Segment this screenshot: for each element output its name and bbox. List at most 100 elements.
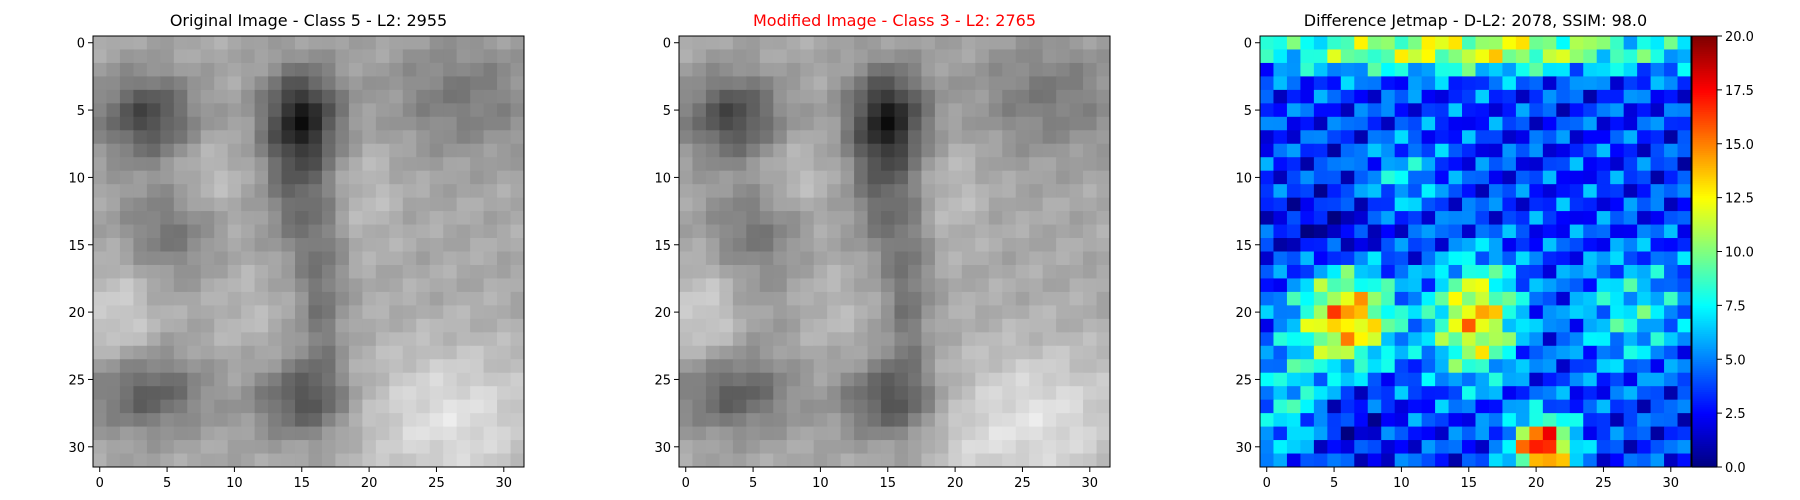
pixel-cell: [429, 130, 444, 145]
pixel-cell: [402, 399, 417, 414]
pixel-cell: [840, 170, 855, 185]
pixel-cell: [1596, 413, 1611, 428]
pixel-cell: [456, 224, 471, 239]
pixel-cell: [746, 116, 761, 131]
pixel-cell: [854, 76, 869, 91]
pixel-cell: [173, 332, 188, 347]
pixel-cell: [840, 386, 855, 401]
pixel-cell: [227, 197, 242, 212]
pixel-cell: [773, 143, 788, 158]
pixel-cell: [800, 49, 815, 64]
pixel-cell: [1260, 318, 1274, 333]
pixel-cell: [1340, 170, 1355, 185]
pixel-cell: [1354, 426, 1369, 441]
pixel-cell: [321, 278, 336, 293]
pixel-cell: [429, 345, 444, 360]
pixel-cell: [1273, 453, 1288, 468]
pixel-cell: [173, 278, 188, 293]
pixel-cell: [321, 62, 336, 77]
pixel-cell: [1637, 76, 1652, 91]
pixel-cell: [335, 318, 350, 333]
pixel-cell: [443, 291, 458, 306]
pixel-cell: [1556, 116, 1571, 131]
pixel-cell: [1300, 413, 1315, 428]
pixel-cell: [1042, 372, 1057, 387]
pixel-cell: [1435, 426, 1450, 441]
pixel-cell: [510, 386, 525, 401]
pixel-cell: [1029, 238, 1044, 252]
pixel-cell: [1354, 184, 1369, 199]
pixel-cell: [1300, 372, 1315, 387]
pixel-cell: [146, 305, 161, 320]
pixel-cell: [375, 89, 390, 104]
pixel-cell: [173, 453, 188, 468]
pixel-cell: [443, 305, 458, 320]
pixel-cell: [786, 426, 801, 441]
pixel-cell: [1300, 345, 1315, 360]
pixel-cell: [894, 238, 909, 252]
pixel-cell: [510, 197, 525, 212]
pixel-cell: [402, 238, 417, 252]
pixel-cell: [719, 345, 734, 360]
pixel-cell: [732, 359, 747, 374]
pixel-cell: [840, 116, 855, 131]
pixel-cell: [348, 62, 363, 77]
y-tick-label: 0: [1244, 37, 1252, 52]
pixel-cell: [1002, 251, 1017, 266]
panel-original-image: [93, 36, 525, 468]
pixel-cell: [295, 386, 309, 401]
pixel-cell: [1394, 332, 1409, 347]
pixel-cell: [456, 345, 471, 360]
pixel-cell: [732, 49, 747, 64]
pixel-cell: [1583, 413, 1598, 428]
colorbar-step: [1692, 344, 1717, 347]
pixel-cell: [1596, 386, 1611, 401]
colorbar-step: [1692, 378, 1717, 382]
pixel-cell: [1260, 345, 1274, 360]
pixel-cell: [1260, 130, 1274, 145]
pixel-cell: [1462, 318, 1476, 333]
pixel-cell: [443, 157, 458, 172]
pixel-cell: [402, 359, 417, 374]
colorbar-step: [1692, 376, 1717, 380]
pixel-cell: [321, 36, 336, 50]
pixel-cell: [483, 318, 498, 333]
pixel-cell: [840, 89, 855, 104]
pixel-cell: [375, 318, 390, 333]
pixel-cell: [1542, 143, 1557, 158]
pixel-cell: [934, 224, 949, 239]
pixel-cell: [1542, 332, 1557, 347]
pixel-cell: [187, 157, 202, 172]
pixel-cell: [1300, 143, 1315, 158]
pixel-cell: [1354, 251, 1369, 266]
pixel-cell: [227, 170, 242, 185]
pixel-cell: [1637, 224, 1652, 239]
pixel-cell: [106, 345, 121, 360]
pixel-cell: [402, 318, 417, 333]
pixel-cell: [1069, 184, 1084, 199]
pixel-cell: [254, 386, 269, 401]
pixel-cell: [308, 184, 323, 199]
pixel-cell: [456, 211, 471, 226]
pixel-cell: [1327, 386, 1342, 401]
pixel-cell: [854, 170, 869, 185]
pixel-cell: [375, 413, 390, 428]
pixel-cell: [773, 453, 788, 468]
pixel-cell: [1569, 318, 1584, 333]
pixel-cell: [1515, 399, 1530, 414]
pixel-cell: [1664, 184, 1679, 199]
pixel-cell: [692, 130, 707, 145]
pixel-cell: [813, 413, 828, 428]
pixel-cell: [1435, 143, 1450, 158]
pixel-cell: [1381, 76, 1396, 91]
pixel-cell: [800, 143, 815, 158]
pixel-cell: [719, 359, 734, 374]
pixel-cell: [813, 103, 828, 118]
pixel-cell: [1313, 184, 1328, 199]
pixel-cell: [268, 264, 283, 279]
pixel-cell: [1029, 413, 1044, 428]
pixel-cell: [1515, 251, 1530, 266]
x-tick-label: 15: [293, 476, 310, 491]
pixel-cell: [227, 211, 242, 226]
pixel-cell: [348, 143, 363, 158]
